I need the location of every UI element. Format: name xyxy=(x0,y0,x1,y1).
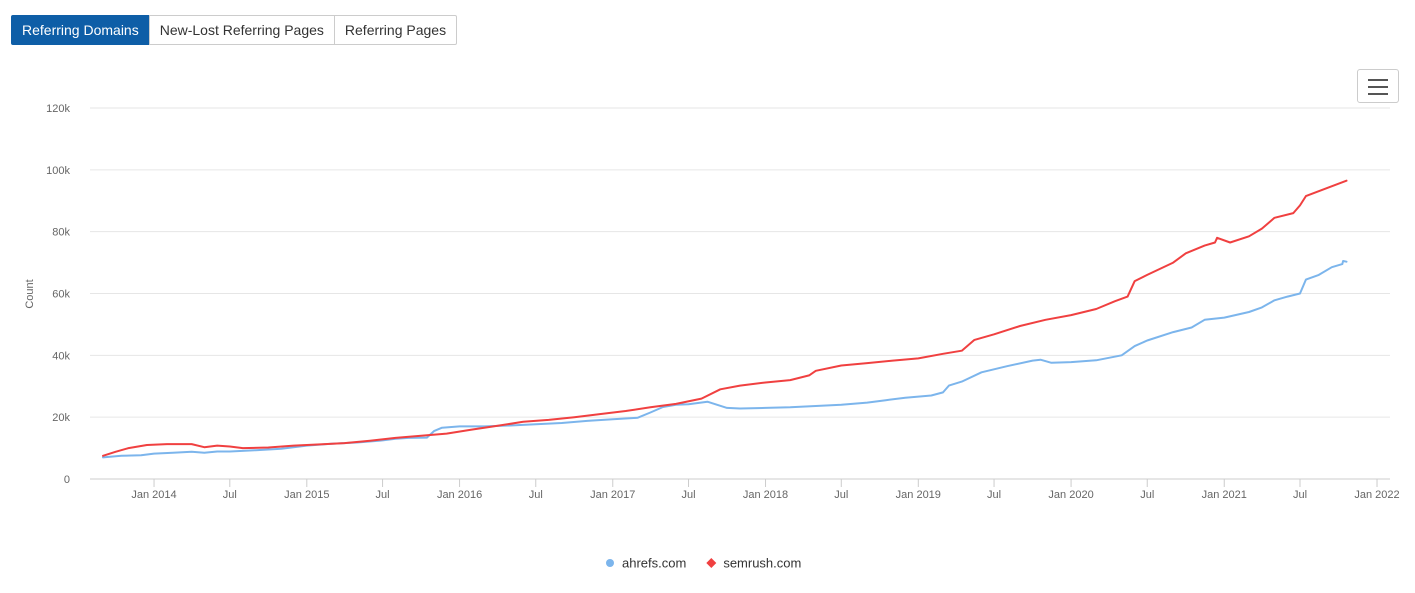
chart-menu-button[interactable] xyxy=(1357,69,1399,103)
x-tick-label: Jul xyxy=(529,489,543,501)
legend-label: ahrefs.com xyxy=(622,556,686,571)
x-axis: Jan 2014 Jul Jan 2015 Jul Jan 2016 Jul Jan 201… xyxy=(131,479,1400,501)
chart-legend: ahrefs.com semrush.com xyxy=(606,556,801,571)
legend-marker-circle xyxy=(606,559,614,567)
x-tick-label: Jul xyxy=(1140,489,1154,501)
x-tick-label: Jan 2015 xyxy=(284,489,329,501)
x-tick-label: Jan 2019 xyxy=(896,489,941,501)
legend-marker-diamond xyxy=(706,558,717,568)
tab-new-lost-referring-pages[interactable]: New-Lost Referring Pages xyxy=(148,15,335,45)
x-tick-label: Jul xyxy=(834,489,848,501)
x-tick-label: Jan 2018 xyxy=(743,489,788,501)
legend-item[interactable]: ahrefs.com xyxy=(606,556,686,571)
series-line-ahrefs-com[interactable] xyxy=(102,260,1348,459)
legend-label: semrush.com xyxy=(723,556,801,571)
tab-referring-pages[interactable]: Referring Pages xyxy=(333,15,458,45)
series-line-semrush-com[interactable] xyxy=(102,179,1348,457)
x-tick-label: Jul xyxy=(681,489,695,501)
x-tick-label: Jan 2020 xyxy=(1048,489,1093,501)
x-tick-label: Jul xyxy=(376,489,390,501)
series-layer xyxy=(102,179,1348,459)
x-tick-label: Jan 2017 xyxy=(590,489,635,501)
y-tick-label: 40k xyxy=(52,350,70,362)
tab-bar: Referring Domains New-Lost Referring Pag… xyxy=(11,15,458,45)
x-tick-label: Jan 2016 xyxy=(437,489,482,501)
y-tick-label: 0 xyxy=(64,474,70,486)
tab-referring-domains[interactable]: Referring Domains xyxy=(11,15,150,45)
x-tick-label: Jul xyxy=(1293,489,1307,501)
y-axis: 0 20k 40k 60k 80k 100k 120k xyxy=(46,103,70,486)
x-tick-label: Jan 2014 xyxy=(131,489,176,501)
y-tick-label: 60k xyxy=(52,289,70,301)
x-tick-label: Jan 2022 xyxy=(1354,489,1399,501)
legend-item[interactable]: semrush.com xyxy=(706,556,801,571)
x-tick-label: Jul xyxy=(987,489,1001,501)
chart-grid xyxy=(90,107,1390,480)
y-tick-label: 100k xyxy=(46,165,70,177)
y-axis-title: Count xyxy=(24,279,36,308)
y-tick-label: 80k xyxy=(52,227,70,239)
x-tick-label: Jan 2021 xyxy=(1202,489,1247,501)
x-tick-label: Jul xyxy=(223,489,237,501)
y-tick-label: 20k xyxy=(52,412,70,424)
y-tick-label: 120k xyxy=(46,103,70,115)
